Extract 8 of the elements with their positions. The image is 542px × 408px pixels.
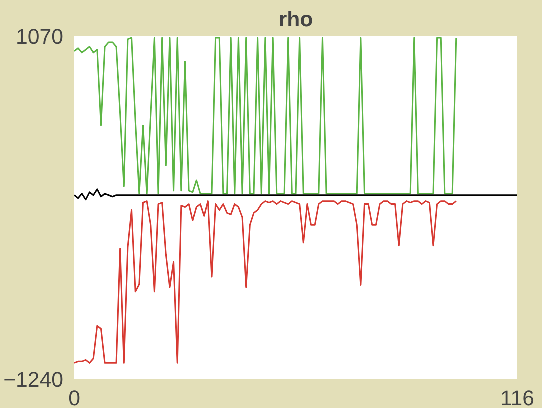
y-tick-label: 1070 — [16, 25, 64, 49]
x-tick-label: 0 — [68, 386, 81, 408]
line-series — [74, 37, 458, 195]
x-tick-label: 116 — [500, 386, 535, 408]
line-series — [74, 188, 518, 201]
y-tick-label: −1240 — [4, 368, 64, 392]
line-series — [74, 200, 458, 364]
chart-title: rho — [278, 8, 314, 32]
